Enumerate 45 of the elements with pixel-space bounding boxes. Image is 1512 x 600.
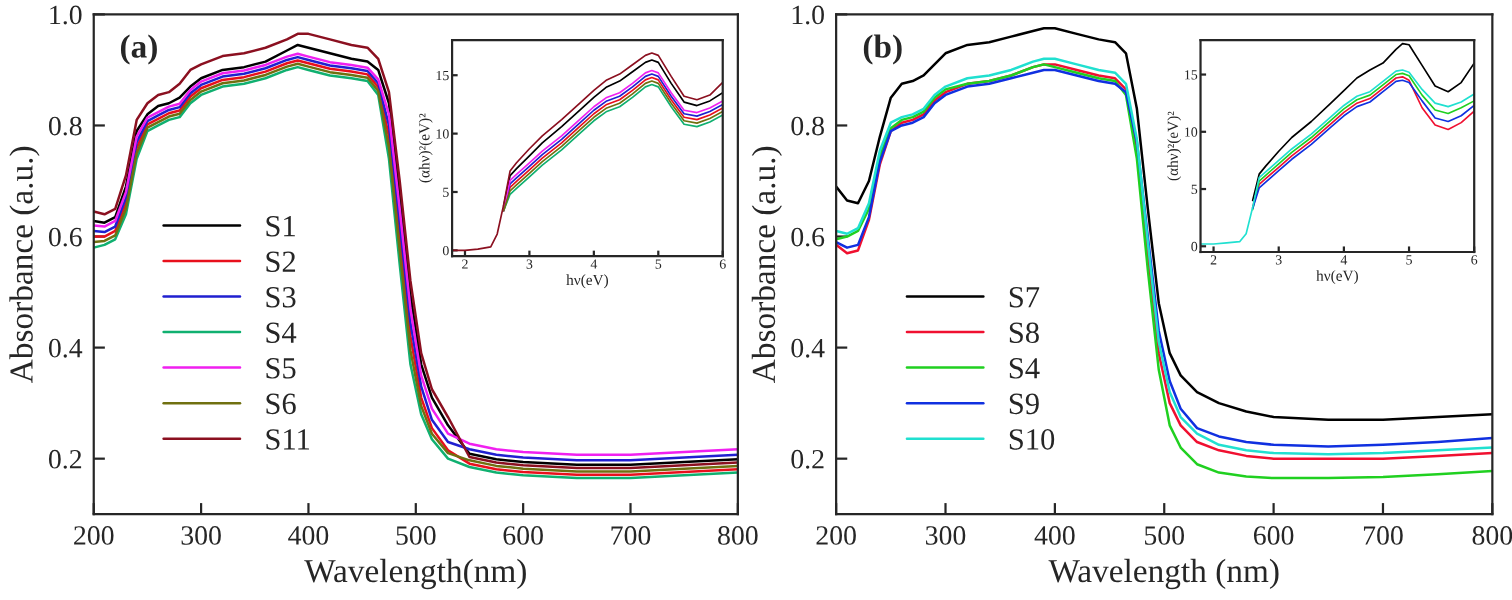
legend-label: S1 xyxy=(266,215,295,237)
y-axis-title: Absorbance (a.u.) xyxy=(9,146,40,383)
legend-label: S4 xyxy=(1009,358,1040,379)
x-tick-label: 700 xyxy=(1363,526,1403,545)
x-tick-label: 700 xyxy=(611,526,651,545)
x-tick-label: 800 xyxy=(1472,526,1512,545)
x-tick-label: 400 xyxy=(288,526,329,545)
x-tick-label: 300 xyxy=(926,526,966,545)
y-tick-label: 0.8 xyxy=(48,116,82,136)
line-series xyxy=(1200,69,1475,245)
legend-label: S11 xyxy=(266,429,310,450)
legend-label: S2 xyxy=(266,251,296,272)
annotation: (b) xyxy=(863,34,902,65)
x-tick-label: 600 xyxy=(503,526,543,545)
x-tick-label: 300 xyxy=(181,526,221,545)
line-series xyxy=(452,52,723,252)
x-tick-label: 200 xyxy=(74,526,114,545)
legend-label: S7 xyxy=(1009,287,1040,308)
legend-label: S5 xyxy=(266,358,296,379)
y-axis-title: Absorbance (a.u.) xyxy=(751,146,782,383)
y-tick-label: 0.8 xyxy=(791,116,824,136)
y-tick-label: 0.6 xyxy=(48,227,82,247)
y-tick-label: 0.4 xyxy=(791,338,825,358)
x-tick-label: 400 xyxy=(1034,526,1075,545)
annotation: (a) xyxy=(120,34,157,65)
x-axis-title: Wavelength(nm) xyxy=(304,558,526,590)
legend-label: S3 xyxy=(266,287,296,308)
x-tick-label: 800 xyxy=(718,526,758,545)
x-tick-label: 600 xyxy=(1253,526,1294,545)
legend-label: S8 xyxy=(1009,322,1039,344)
y-tick-label: 0.6 xyxy=(791,227,825,247)
y-tick-label: 1.0 xyxy=(50,5,82,25)
y-tick-label: 1.0 xyxy=(792,5,824,25)
y-tick-label: 0.2 xyxy=(791,449,824,469)
line-series xyxy=(1251,42,1475,202)
legend-label: S6 xyxy=(266,393,296,415)
legend-label: S9 xyxy=(1009,393,1039,415)
legend-label: S10 xyxy=(1009,429,1055,450)
y-tick-label: 0.4 xyxy=(48,338,83,358)
x-tick-label: 500 xyxy=(396,526,436,545)
legend-label: S4 xyxy=(266,322,297,344)
x-axis-title: Wavelength (nm) xyxy=(1048,558,1279,590)
y-tick-label: 0.2 xyxy=(48,449,82,469)
x-tick-label: 200 xyxy=(816,526,856,545)
x-tick-label: 500 xyxy=(1145,526,1185,545)
